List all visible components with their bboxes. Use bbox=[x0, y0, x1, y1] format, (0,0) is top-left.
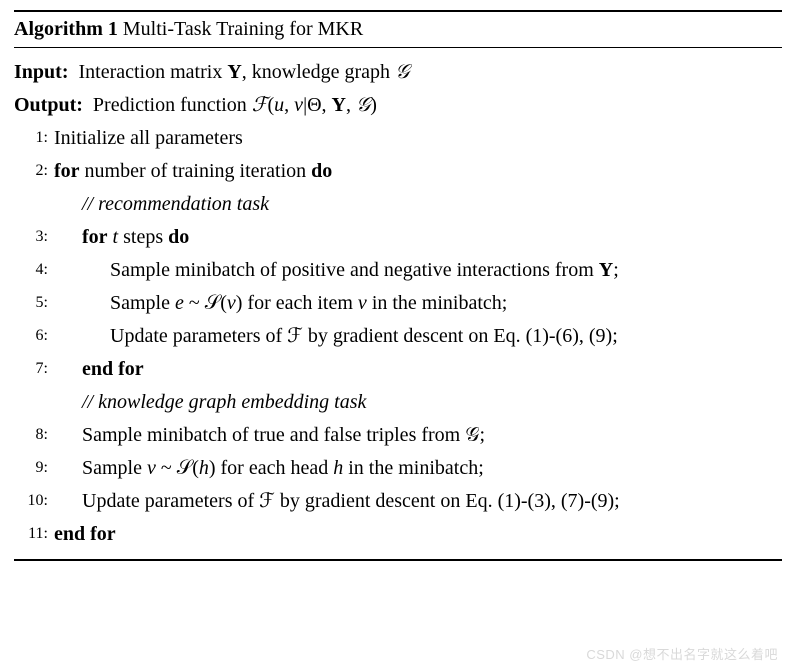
step-content: end for bbox=[54, 519, 782, 550]
step-number: 3: bbox=[14, 222, 54, 250]
algorithm-block: Algorithm 1 Multi-Task Training for MKR … bbox=[14, 10, 782, 561]
algorithm-title-line: Algorithm 1 Multi-Task Training for MKR bbox=[14, 16, 782, 43]
step-number: 7: bbox=[14, 354, 54, 382]
algorithm-title: Multi-Task Training for MKR bbox=[123, 18, 363, 40]
step-content: Sample minibatch of true and false tripl… bbox=[54, 420, 782, 451]
step-number: 6: bbox=[14, 321, 54, 349]
output-label: Output: bbox=[14, 94, 83, 116]
step-line: 11:end for bbox=[14, 518, 782, 551]
input-text: Interaction matrix Y, knowledge graph 𝒢 bbox=[78, 61, 409, 83]
algorithm-body: Input: Interaction matrix Y, knowledge g… bbox=[14, 54, 782, 553]
input-label: Input: bbox=[14, 61, 68, 83]
top-rule bbox=[14, 10, 782, 12]
step-line: 2:for number of training iteration do bbox=[14, 155, 782, 188]
step-number bbox=[14, 387, 54, 390]
algorithm-number: Algorithm 1 bbox=[14, 18, 118, 40]
steps-list: 1:Initialize all parameters2:for number … bbox=[14, 122, 782, 551]
step-content: Sample v ~ 𝒮(h) for each head h in the m… bbox=[54, 453, 782, 484]
step-content: end for bbox=[54, 354, 782, 385]
step-content: for number of training iteration do bbox=[54, 156, 782, 187]
step-line: 6:Update parameters of ℱ by gradient des… bbox=[14, 320, 782, 353]
step-number: 5: bbox=[14, 288, 54, 316]
step-content: Initialize all parameters bbox=[54, 123, 782, 154]
step-content: Update parameters of ℱ by gradient desce… bbox=[54, 321, 782, 352]
step-number: 8: bbox=[14, 420, 54, 448]
step-number: 1: bbox=[14, 123, 54, 151]
step-line: 1:Initialize all parameters bbox=[14, 122, 782, 155]
step-line: // knowledge graph embedding task bbox=[14, 386, 782, 419]
step-content: for t steps do bbox=[54, 222, 782, 253]
step-content: Sample minibatch of positive and negativ… bbox=[54, 255, 782, 286]
step-number bbox=[14, 189, 54, 192]
step-number: 4: bbox=[14, 255, 54, 283]
step-line: // recommendation task bbox=[14, 188, 782, 221]
mid-rule bbox=[14, 47, 782, 48]
input-line: Input: Interaction matrix Y, knowledge g… bbox=[14, 56, 782, 89]
step-content: // recommendation task bbox=[54, 189, 782, 220]
step-line: 5:Sample e ~ 𝒮(v) for each item v in the… bbox=[14, 287, 782, 320]
step-number: 11: bbox=[14, 519, 54, 547]
step-content: // knowledge graph embedding task bbox=[54, 387, 782, 418]
watermark: CSDN @想不出名字就这么着吧 bbox=[586, 644, 778, 663]
output-line: Output: Prediction function ℱ(u, v|Θ, Y,… bbox=[14, 89, 782, 122]
step-line: 9:Sample v ~ 𝒮(h) for each head h in the… bbox=[14, 452, 782, 485]
step-line: 10:Update parameters of ℱ by gradient de… bbox=[14, 485, 782, 518]
step-number: 10: bbox=[14, 486, 54, 514]
step-line: 8:Sample minibatch of true and false tri… bbox=[14, 419, 782, 452]
step-number: 9: bbox=[14, 453, 54, 481]
step-number: 2: bbox=[14, 156, 54, 184]
step-content: Update parameters of ℱ by gradient desce… bbox=[54, 486, 782, 517]
step-content: Sample e ~ 𝒮(v) for each item v in the m… bbox=[54, 288, 782, 319]
step-line: 3:for t steps do bbox=[14, 221, 782, 254]
bottom-rule bbox=[14, 559, 782, 561]
step-line: 7:end for bbox=[14, 353, 782, 386]
output-text: Prediction function ℱ(u, v|Θ, Y, 𝒢) bbox=[93, 94, 377, 116]
step-line: 4:Sample minibatch of positive and negat… bbox=[14, 254, 782, 287]
